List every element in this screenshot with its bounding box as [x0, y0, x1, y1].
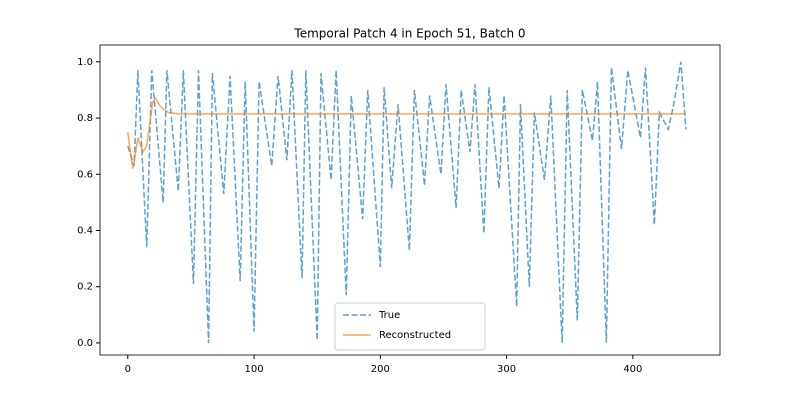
y-tick-label: 0.8: [77, 113, 93, 124]
x-tick-label: 100: [245, 364, 264, 375]
series-line: [127, 61, 687, 343]
legend-label: True: [378, 310, 400, 321]
x-tick-label: 300: [497, 364, 516, 375]
x-tick-label: 0: [125, 364, 131, 375]
chart-title: Temporal Patch 4 in Epoch 51, Batch 0: [293, 27, 525, 41]
y-tick-label: 0.0: [77, 338, 93, 349]
y-tick-label: 0.6: [77, 169, 93, 180]
x-tick-label: 400: [623, 364, 642, 375]
legend: True Reconstructed: [334, 302, 486, 351]
plot-frame: [99, 44, 721, 356]
series-line: [127, 97, 686, 169]
y-tick-label: 1.0: [77, 57, 93, 68]
legend-label: Reconstructed: [379, 330, 451, 341]
x-tick-label: 200: [371, 364, 390, 375]
legend-box: [334, 302, 486, 351]
y-tick-label: 0.4: [77, 225, 93, 236]
y-tick-label: 0.2: [77, 282, 93, 293]
